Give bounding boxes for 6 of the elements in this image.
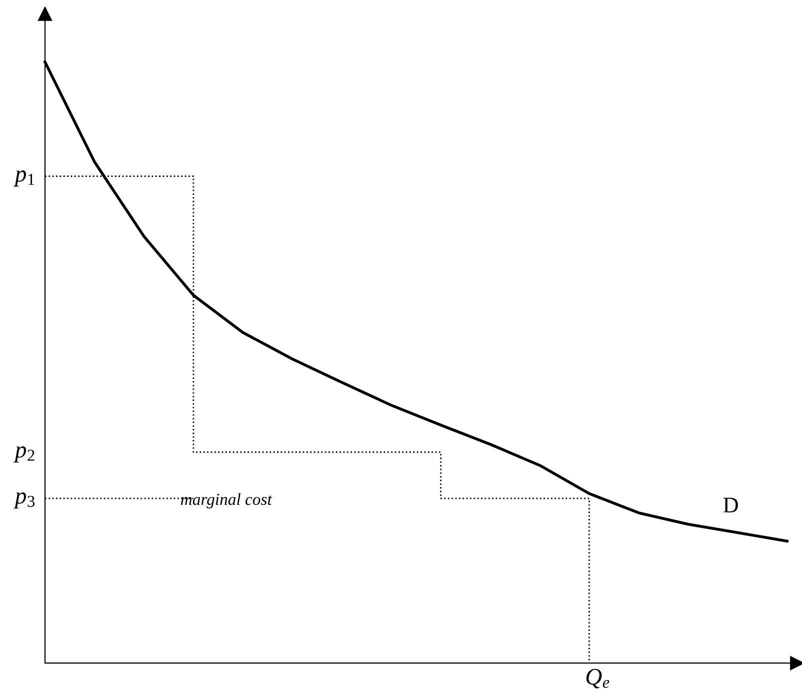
- text: p$_{2}$: [14, 446, 34, 462]
- text: Q$_{e}$: [586, 668, 610, 688]
- text: p$_{3}$: [14, 492, 35, 509]
- annotation: marginal cost: [180, 493, 272, 508]
- text: p$_{1}$: [14, 170, 34, 187]
- series-label: D: [723, 498, 738, 512]
